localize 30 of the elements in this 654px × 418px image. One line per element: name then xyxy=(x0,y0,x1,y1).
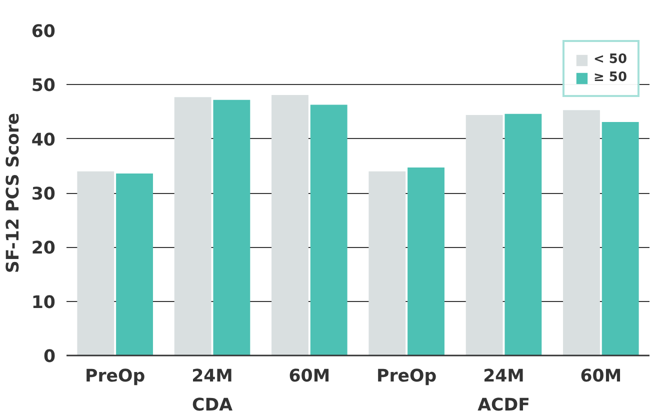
bar xyxy=(213,100,250,356)
y-tick-label: 60 xyxy=(31,22,56,42)
bar xyxy=(563,110,600,356)
y-tick-label: 20 xyxy=(31,238,56,259)
x-tick-label: 24M xyxy=(192,366,233,386)
x-tick-label: PreOp xyxy=(85,366,146,386)
bar xyxy=(310,104,348,356)
x-tick-label: 24M xyxy=(483,366,524,386)
y-tick-label: 50 xyxy=(31,76,56,96)
bar xyxy=(116,174,153,356)
x-tick-label: PreOp xyxy=(376,366,437,386)
text: ACDF xyxy=(478,396,530,416)
bar xyxy=(272,94,308,356)
x-tick-label: 60M xyxy=(288,366,330,386)
bar xyxy=(77,171,114,356)
bar xyxy=(602,122,639,356)
bar xyxy=(408,168,444,356)
y-tick-label: 10 xyxy=(31,292,56,313)
y-axis-title: SF-12 PCS Score xyxy=(3,112,24,274)
bar xyxy=(466,115,503,356)
text: CDA xyxy=(192,396,234,416)
legend-label: < 50 xyxy=(593,52,627,67)
bar xyxy=(368,171,406,356)
bar xyxy=(174,97,212,356)
bar xyxy=(504,114,542,356)
x-tick-label: 60M xyxy=(580,366,622,386)
y-tick-label: 0 xyxy=(43,347,56,367)
legend-label: ≥ 50 xyxy=(593,70,627,85)
y-tick-label: 40 xyxy=(31,130,56,150)
y-tick-label: 30 xyxy=(31,184,56,204)
